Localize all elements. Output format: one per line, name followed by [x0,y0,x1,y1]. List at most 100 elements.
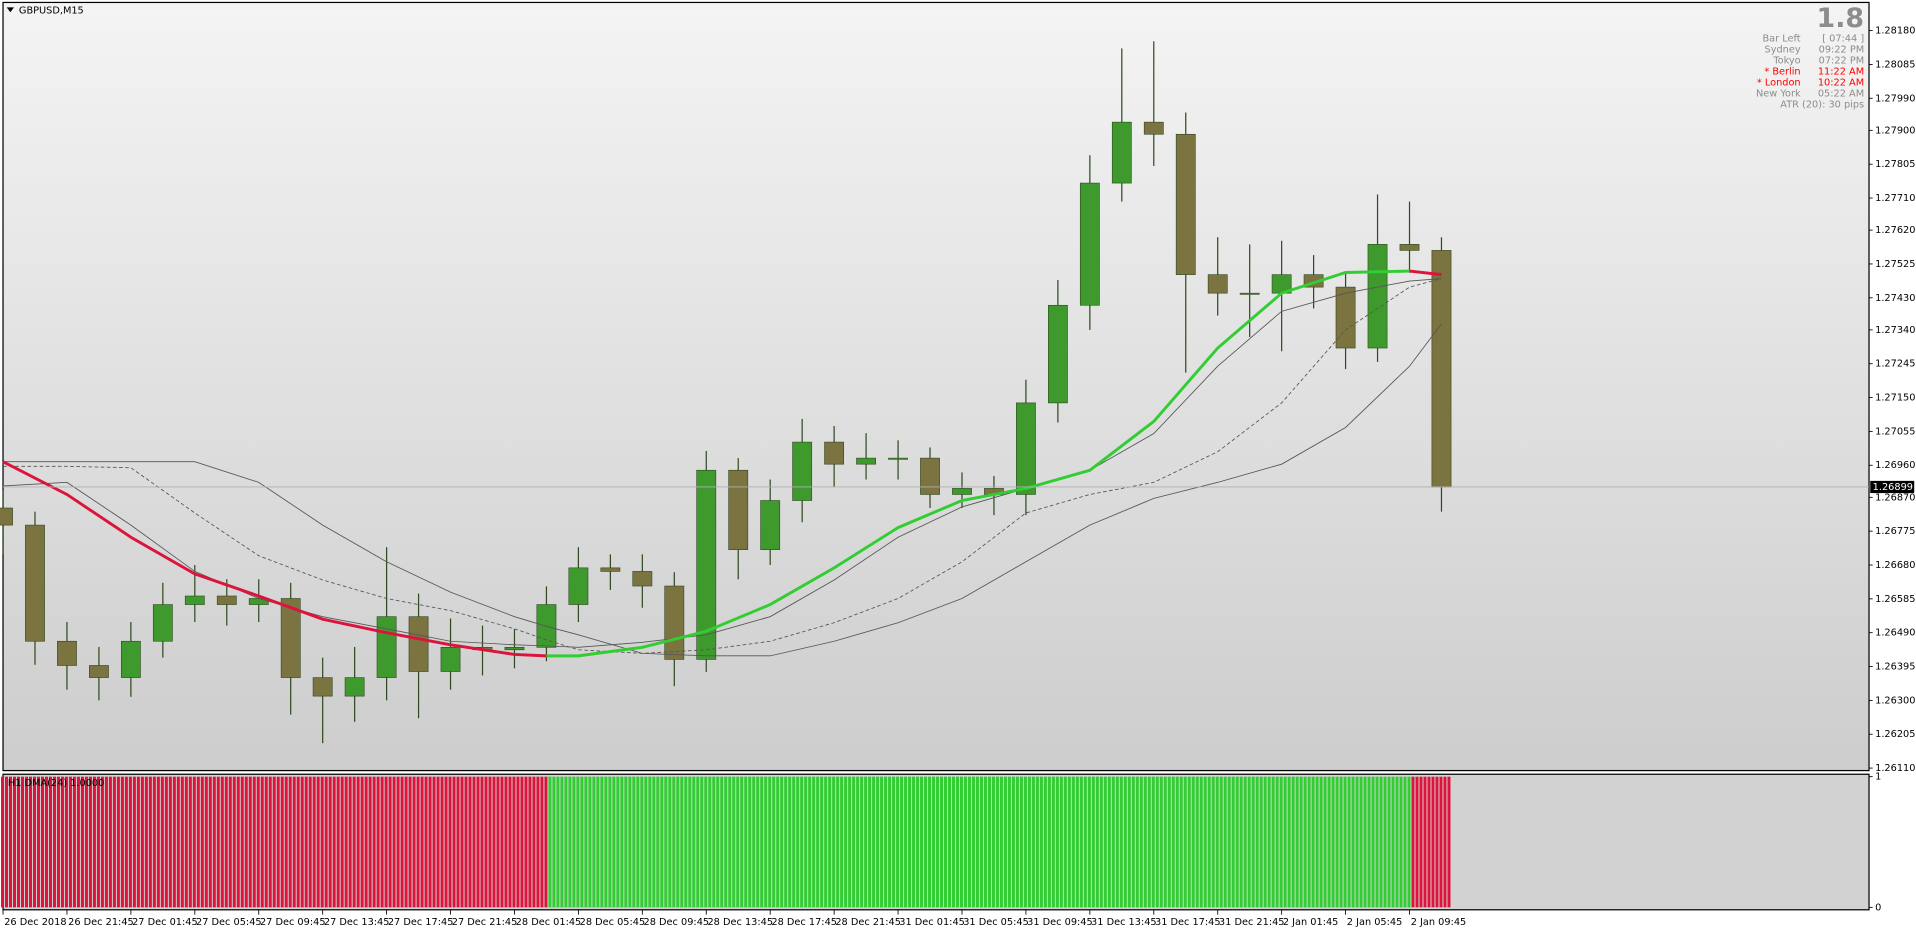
indicator-bar [668,776,672,908]
indicator-bar [672,776,676,908]
indicator-bar [1027,776,1031,908]
indicator-bar [1103,776,1107,908]
indicator-bar [176,776,180,908]
indicator-bar [840,776,844,908]
indicator-bar [112,776,116,908]
indicator-bar [932,776,936,908]
indicator-bar [800,776,804,908]
indicator-bar [728,776,732,908]
indicator-bar [1259,776,1263,908]
indicator-bar [352,776,356,908]
indicator-bar [1131,776,1135,908]
indicator-bar [1295,776,1299,908]
indicator-bar [940,776,944,908]
indicator-bar [512,776,516,908]
x-tick-label: 28 Dec 17:45 [771,917,837,928]
indicator-bar [820,776,824,908]
y-tick-label: 1.26585 [1875,594,1915,605]
indicator-bar [1075,776,1079,908]
indicator-bar [1163,776,1167,908]
indicator-bar [724,776,728,908]
indicator-bar [144,776,148,908]
indicator-bar [756,776,760,908]
indicator-bar [652,776,656,908]
indicator-bar [979,776,983,908]
candle-body [152,604,173,642]
indicator-bar [1083,776,1087,908]
indicator-bar [572,776,576,908]
indicator-bar [296,776,300,908]
candle-body [376,616,397,678]
indicator-bar [760,776,764,908]
indicator-bar [732,776,736,908]
indicator-bar [316,776,320,908]
candle-body [1111,121,1132,184]
indicator-bar [1015,776,1019,908]
indicator-bar [180,776,184,908]
indicator-bar [320,776,324,908]
indicator-bar [744,776,748,908]
indicator-bar [1099,776,1103,908]
y-tick-label: 1.27525 [1875,259,1915,270]
indicator-bar [1035,776,1039,908]
last-price-label: 1.26899 [1873,482,1913,493]
indicator-bar [36,776,40,908]
indicator-bar [48,776,52,908]
candle-body [1367,244,1388,349]
indicator-tick-label: 1 [1875,772,1881,783]
candle-body [856,457,876,465]
x-tick-label: 31 Dec 09:45 [1027,917,1093,928]
x-tick-label: 2 Jan 05:45 [1347,917,1403,928]
indicator-bar [872,776,876,908]
indicator-bar [828,776,832,908]
indicator-bar [268,776,272,908]
indicator-bar [1235,776,1239,908]
indicator-bar [908,776,912,908]
indicator-bar [736,776,740,908]
indicator-bar [276,776,280,908]
x-tick-label: 31 Dec 17:45 [1155,917,1221,928]
indicator-bar [708,776,712,908]
indicator-bar [156,776,160,908]
x-tick-label: 27 Dec 09:45 [260,917,326,928]
indicator-bar [252,776,256,908]
indicator-bar [96,776,100,908]
indicator-bar [172,776,176,908]
candle-body [1143,121,1164,135]
indicator-bar [412,776,416,908]
info-value: 07:22 PM [1819,55,1864,66]
indicator-bar [720,776,724,908]
indicator-bar [532,776,536,908]
indicator-bar [832,776,836,908]
indicator-bar [424,776,428,908]
indicator-bar [740,776,744,908]
indicator-bar [568,776,572,908]
indicator-bar [40,776,44,908]
indicator-bar [1435,776,1439,908]
indicator-bar [948,776,952,908]
indicator-bar [1323,776,1327,908]
candle-body [1079,182,1100,306]
indicator-bar [912,776,916,908]
indicator-bar [372,776,376,908]
y-tick-label: 1.28085 [1875,59,1915,70]
menu-arrow[interactable] [6,7,15,13]
indicator-bar [540,776,544,908]
indicator-bar [160,776,164,908]
indicator-bar [420,776,424,908]
indicator-bar [959,776,963,908]
x-tick-label: 2 Jan 09:45 [1411,917,1467,928]
x-tick-label: 31 Dec 05:45 [963,917,1029,928]
candle-body [408,616,429,672]
indicator-bar [380,776,384,908]
candle-body [344,677,365,697]
indicator-bar [975,776,979,908]
indicator-bar [796,776,800,908]
indicator-bar [124,776,128,908]
indicator-bar [1203,776,1207,908]
candle-body [888,457,908,460]
moving-average [2,269,1442,658]
indicator-bar [1327,776,1331,908]
info-value: 11:22 AM [1818,66,1864,77]
x-tick-label: 27 Dec 05:45 [196,917,262,928]
